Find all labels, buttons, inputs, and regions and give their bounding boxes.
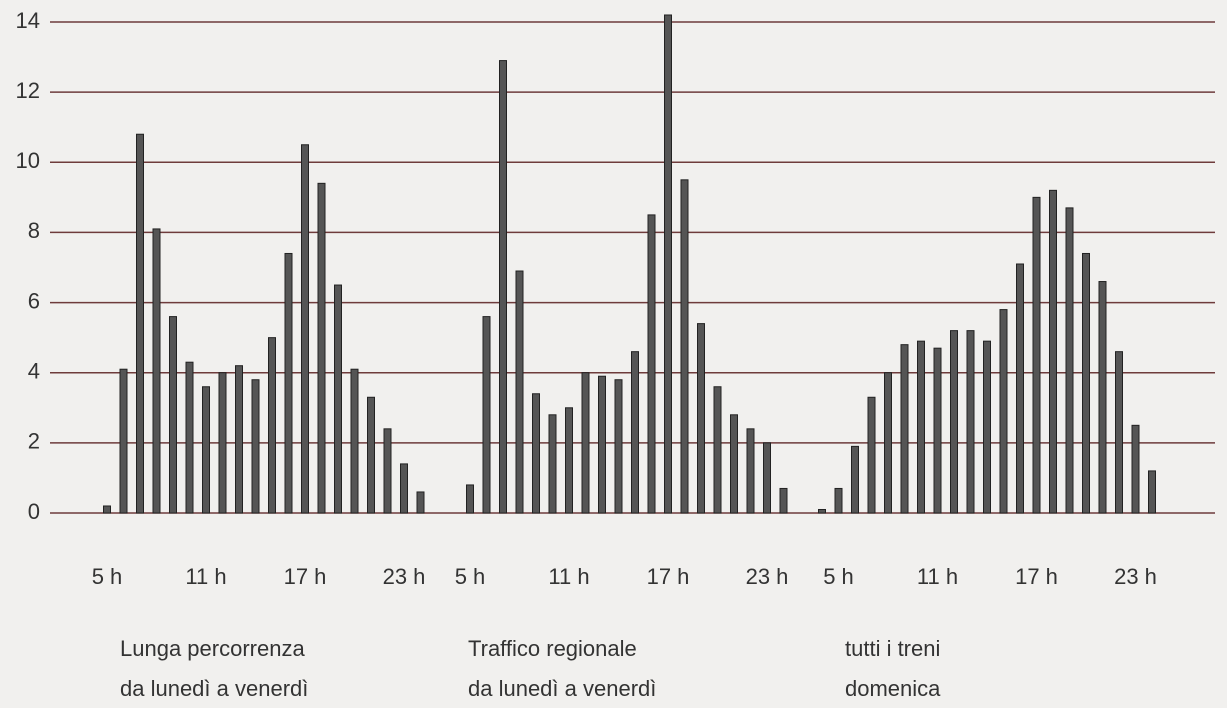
- bar: [235, 365, 243, 514]
- panel-caption: Traffico regionale: [468, 636, 637, 661]
- bar: [1032, 196, 1041, 514]
- x-tick-label: 5 h: [823, 564, 854, 589]
- bar: [482, 316, 491, 514]
- y-tick-label: 8: [28, 218, 40, 243]
- x-tick-label: 17 h: [1015, 564, 1058, 589]
- bar: [334, 284, 342, 514]
- x-tick-label: 17 h: [284, 564, 327, 589]
- bar: [416, 491, 425, 514]
- bar: [779, 487, 788, 514]
- y-tick-label: 4: [28, 359, 40, 384]
- bar: [268, 337, 276, 514]
- bar: [251, 379, 260, 514]
- bar: [1148, 470, 1156, 514]
- bar: [713, 386, 722, 514]
- bar: [317, 182, 326, 514]
- bar: [136, 133, 144, 514]
- bar: [1065, 207, 1074, 514]
- bar: [400, 463, 408, 514]
- panel-caption: da lunedì a venerdì: [120, 676, 308, 701]
- bar: [598, 375, 606, 514]
- bar: [532, 393, 540, 514]
- bar: [152, 228, 161, 514]
- x-tick-label: 23 h: [1114, 564, 1157, 589]
- panel-caption: Lunga percorrenza: [120, 636, 305, 661]
- bar: [301, 144, 309, 514]
- x-tick-label: 17 h: [647, 564, 690, 589]
- bar: [697, 323, 705, 514]
- bar: [763, 442, 771, 514]
- bar: [851, 445, 859, 514]
- bar: [548, 414, 557, 514]
- bar: [730, 414, 738, 514]
- bar: [834, 487, 843, 514]
- bar: [1049, 189, 1057, 514]
- bar: [631, 351, 639, 514]
- bar: [917, 340, 925, 514]
- bar: [884, 372, 892, 514]
- bar: [284, 252, 293, 514]
- y-tick-label: 10: [16, 148, 40, 173]
- y-tick-label: 12: [16, 78, 40, 103]
- bar: [867, 396, 876, 514]
- panel-caption: tutti i treni: [845, 636, 940, 661]
- bar: [664, 14, 672, 514]
- bar: [581, 372, 590, 514]
- bar: [565, 407, 573, 514]
- bar: [933, 347, 942, 514]
- x-tick-label: 23 h: [383, 564, 426, 589]
- bar: [499, 60, 507, 514]
- bar: [1098, 281, 1107, 514]
- bar: [515, 270, 524, 514]
- bar: [169, 316, 177, 514]
- bar: [1131, 424, 1140, 514]
- x-tick-label: 11 h: [917, 564, 958, 589]
- bar: [950, 330, 958, 514]
- y-tick-label: 0: [28, 499, 40, 524]
- bar: [466, 484, 474, 514]
- panel-caption: domenica: [845, 676, 941, 701]
- bar: [383, 428, 392, 514]
- bar: [103, 505, 111, 514]
- x-tick-label: 11 h: [185, 564, 226, 589]
- y-tick-label: 6: [28, 288, 40, 313]
- bar: [367, 396, 375, 514]
- bar: [1082, 252, 1090, 514]
- y-tick-label: 14: [16, 8, 40, 33]
- bar: [350, 368, 359, 514]
- bar: [680, 179, 689, 514]
- y-tick-label: 2: [28, 429, 40, 454]
- bar: [999, 309, 1008, 514]
- bar: [1115, 351, 1123, 514]
- bar: [818, 508, 826, 514]
- x-tick-label: 5 h: [455, 564, 486, 589]
- bar: [1016, 263, 1024, 514]
- bar: [983, 340, 991, 514]
- x-tick-label: 23 h: [746, 564, 789, 589]
- x-tick-label: 11 h: [548, 564, 589, 589]
- bar: [614, 379, 623, 514]
- bar: [647, 214, 656, 514]
- bar: [202, 386, 210, 514]
- bar: [218, 372, 227, 514]
- bar: [119, 368, 128, 514]
- bar: [746, 428, 755, 514]
- bar: [966, 330, 975, 514]
- x-tick-label: 5 h: [92, 564, 123, 589]
- bar: [185, 361, 194, 514]
- bar: [900, 344, 909, 514]
- panel-caption: da lunedì a venerdì: [468, 676, 656, 701]
